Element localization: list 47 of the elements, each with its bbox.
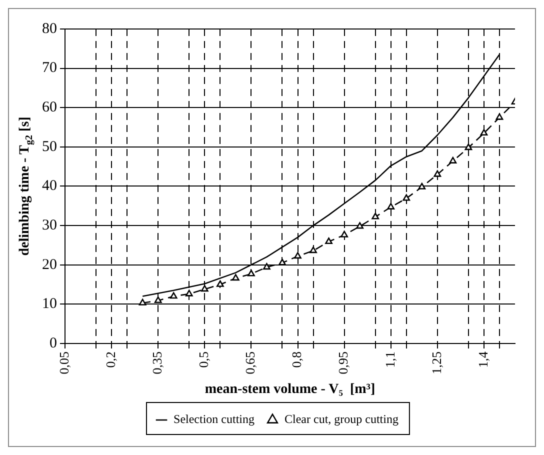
point [356,222,364,229]
y-tick-label: 60 [42,100,57,116]
y-tick-label: 0 [50,335,57,352]
x-tick-label: 1,1 [382,351,398,368]
point [248,270,255,276]
point [263,263,270,270]
point [402,194,410,201]
point [496,113,504,120]
y-tick-label: 20 [42,256,57,273]
y-tick-label: 70 [42,60,57,76]
point [464,144,472,150]
point [185,290,193,296]
point [294,252,302,259]
x-tick-label: 1,4 [475,350,490,368]
point [480,129,488,136]
legend-label: Clear cut, group cutting [284,412,398,426]
point [154,296,162,304]
y-axis-title: delimbing time - Tg2 [s] [18,116,35,256]
y-tick-label: 50 [42,138,57,155]
point [170,292,178,299]
x-tick-label: 0,05 [56,351,72,374]
y-tick-label: 80 [42,20,57,37]
point [387,202,395,210]
point [278,258,286,266]
point [449,156,457,164]
point [372,212,380,220]
point [418,182,426,190]
y-tick-label: 30 [42,217,57,234]
point [138,298,146,306]
x-axis-title: mean-stem volume - V₅ [m³] [204,382,376,398]
x-tick-label: 1,25 [428,351,444,374]
point [325,237,332,244]
point [340,230,348,238]
x-tick-label: 0,65 [242,351,258,374]
point [232,274,240,281]
x-tick-label: 0,95 [336,351,351,374]
point [310,246,317,254]
x-tick-label: 0,2 [102,351,118,368]
x-tick-label: 0,8 [289,351,304,368]
x-tick-label: 0,5 [196,351,212,368]
y-tick-label: 40 [42,178,57,194]
x-tick-label: 0,35 [150,351,165,374]
legend-label: Selection cutting [174,412,255,426]
y-tick-label: 10 [42,296,57,312]
point [200,285,208,292]
point [434,170,442,177]
point [216,280,224,287]
